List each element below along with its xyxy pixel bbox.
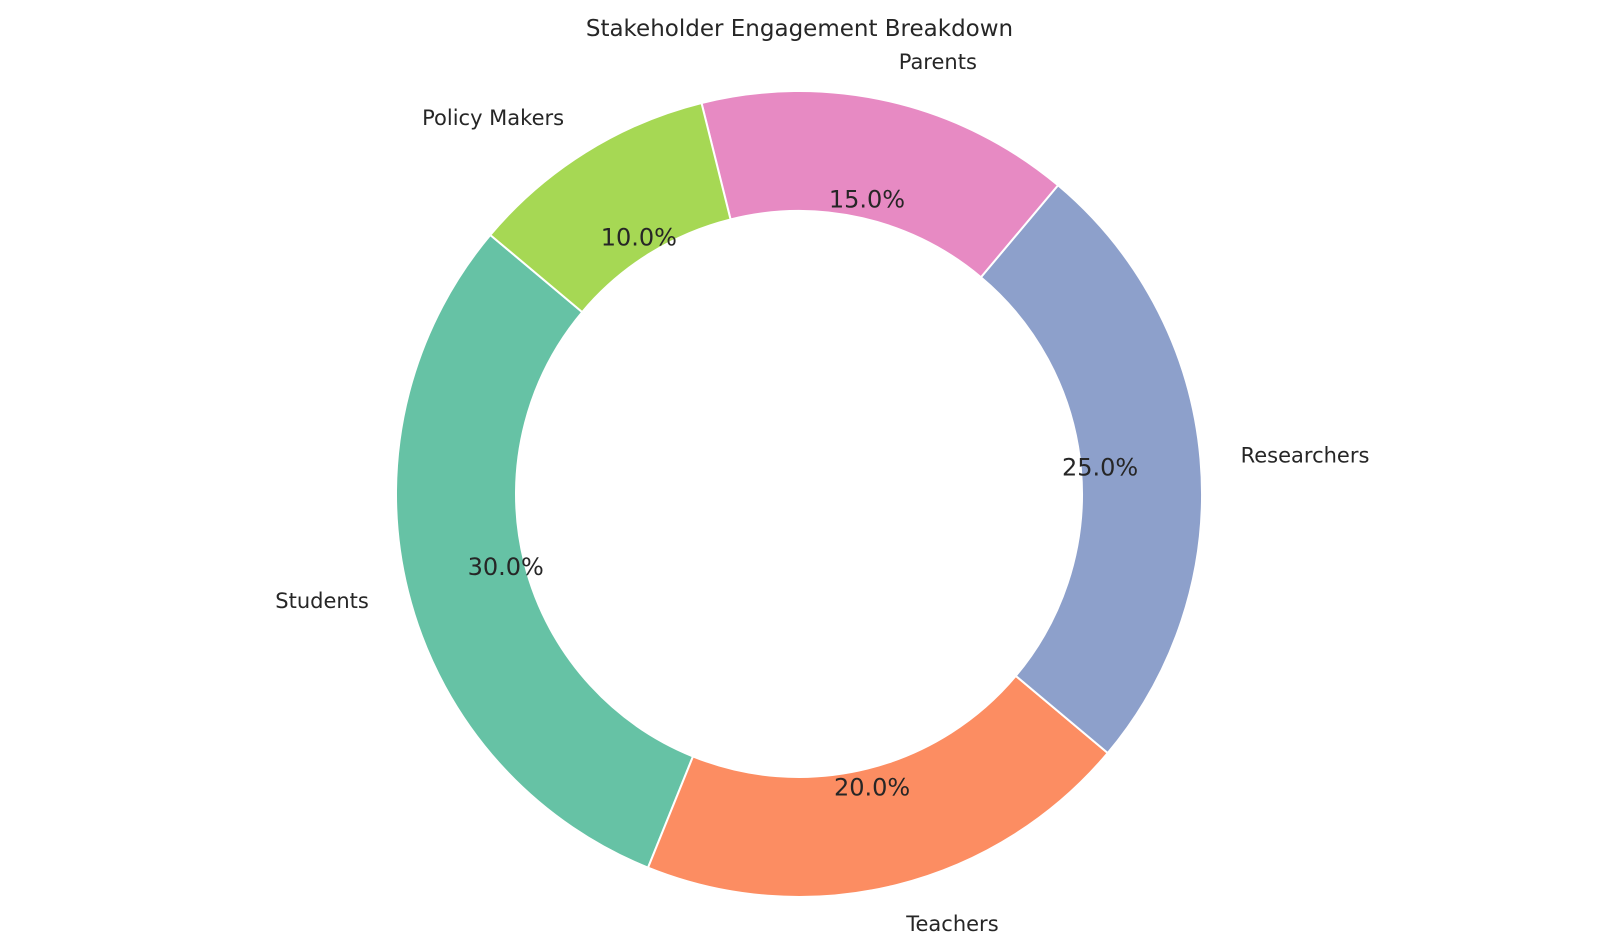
slice-teachers [647, 674, 1109, 898]
slice-label-teachers: Teachers [905, 912, 998, 936]
chart-title: Stakeholder Engagement Breakdown [586, 16, 1013, 42]
slice-labels-group: Students Teachers Researchers Parents Policy… [275, 50, 1369, 936]
slice-label-students: Students [275, 589, 369, 613]
slice-label-parents: Parents [899, 50, 977, 74]
slice-researchers [979, 184, 1203, 755]
percent-label-parents: 15.0% [829, 186, 905, 214]
slices-group [394, 90, 1203, 898]
slice-label-policy-makers: Policy Makers [422, 106, 564, 130]
percent-label-teachers: 20.0% [834, 773, 910, 801]
percent-label-researchers: 25.0% [1062, 454, 1138, 482]
percent-label-policy-makers: 10.0% [601, 224, 677, 252]
slice-parents [700, 90, 1060, 279]
percent-labels-group: 30.0% 20.0% 25.0% 15.0% 10.0% [468, 186, 1139, 802]
percent-label-students: 30.0% [468, 553, 544, 581]
slice-students [394, 233, 694, 869]
slice-policy-makers [489, 101, 732, 314]
slice-label-researchers: Researchers [1241, 443, 1370, 467]
